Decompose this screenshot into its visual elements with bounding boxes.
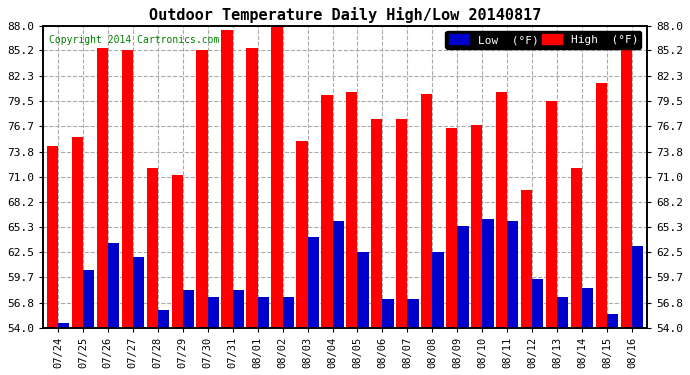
- Bar: [596, 83, 607, 328]
- Bar: [607, 315, 618, 328]
- Bar: [396, 119, 407, 328]
- Bar: [58, 323, 69, 328]
- Bar: [433, 252, 444, 328]
- Bar: [208, 297, 219, 328]
- Bar: [571, 168, 582, 328]
- Bar: [121, 50, 133, 328]
- Bar: [346, 92, 357, 328]
- Bar: [471, 125, 482, 328]
- Bar: [197, 50, 208, 328]
- Bar: [446, 128, 457, 328]
- Bar: [357, 252, 368, 328]
- Bar: [371, 119, 382, 328]
- Bar: [322, 95, 333, 328]
- Bar: [146, 168, 158, 328]
- Bar: [632, 246, 643, 328]
- Bar: [172, 175, 183, 328]
- Bar: [521, 190, 532, 328]
- Bar: [532, 279, 544, 328]
- Bar: [158, 310, 169, 328]
- Bar: [557, 297, 569, 328]
- Bar: [183, 291, 194, 328]
- Bar: [421, 94, 433, 328]
- Bar: [133, 256, 144, 328]
- Bar: [507, 221, 518, 328]
- Bar: [221, 30, 233, 328]
- Bar: [246, 48, 257, 328]
- Bar: [108, 243, 119, 328]
- Bar: [333, 221, 344, 328]
- Bar: [47, 146, 58, 328]
- Bar: [233, 291, 244, 328]
- Bar: [296, 141, 308, 328]
- Bar: [621, 42, 632, 328]
- Bar: [457, 225, 469, 328]
- Bar: [72, 136, 83, 328]
- Bar: [582, 288, 593, 328]
- Legend: Low  (°F), High  (°F): Low (°F), High (°F): [446, 31, 642, 48]
- Title: Outdoor Temperature Daily High/Low 20140817: Outdoor Temperature Daily High/Low 20140…: [149, 7, 541, 23]
- Bar: [97, 48, 108, 328]
- Bar: [496, 92, 507, 328]
- Bar: [382, 299, 394, 328]
- Bar: [482, 219, 493, 328]
- Bar: [546, 101, 557, 328]
- Bar: [257, 297, 269, 328]
- Text: Copyright 2014 Cartronics.com: Copyright 2014 Cartronics.com: [49, 34, 219, 45]
- Bar: [308, 237, 319, 328]
- Bar: [407, 299, 419, 328]
- Bar: [83, 270, 94, 328]
- Bar: [283, 297, 294, 328]
- Bar: [271, 26, 283, 328]
